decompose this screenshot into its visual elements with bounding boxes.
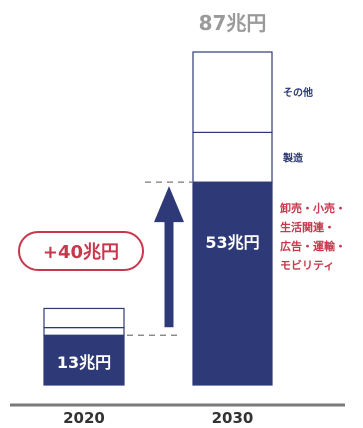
side-label-manufacturing: 製造: [282, 151, 304, 164]
bar-segment-2030-2: [192, 51, 273, 133]
bar-segment-2020-1: [43, 326, 125, 336]
side-label-other: その他: [283, 86, 313, 99]
side-label-retail-line-1: 生活関連・: [280, 220, 335, 234]
growth-annotation-pill: [18, 231, 144, 271]
bar-value-label-2020: 13兆円: [57, 353, 111, 372]
side-label-retail-line-0: 卸売・小売・: [280, 201, 346, 215]
bar-segment-2030-1: [192, 131, 273, 183]
bar-segment-2020-2: [43, 307, 125, 329]
side-label-retail-line-3: モビリティ: [280, 258, 334, 272]
bar-segment-2020-0: [43, 334, 125, 386]
bar-value-label-2030: 53兆円: [205, 233, 259, 252]
total-label-2030: 87兆円: [199, 11, 267, 35]
x-tick-label-2020: 2020: [63, 409, 105, 427]
x-tick-label-2030: 2030: [212, 409, 254, 427]
side-label-retail-line-2: 広告・運輸・: [280, 239, 346, 253]
growth-arrow-head: [154, 186, 184, 223]
growth-annotation-label: +40兆円: [43, 242, 119, 263]
growth-arrow-shaft: [164, 217, 174, 328]
bar-segment-2030-0: [192, 181, 273, 386]
